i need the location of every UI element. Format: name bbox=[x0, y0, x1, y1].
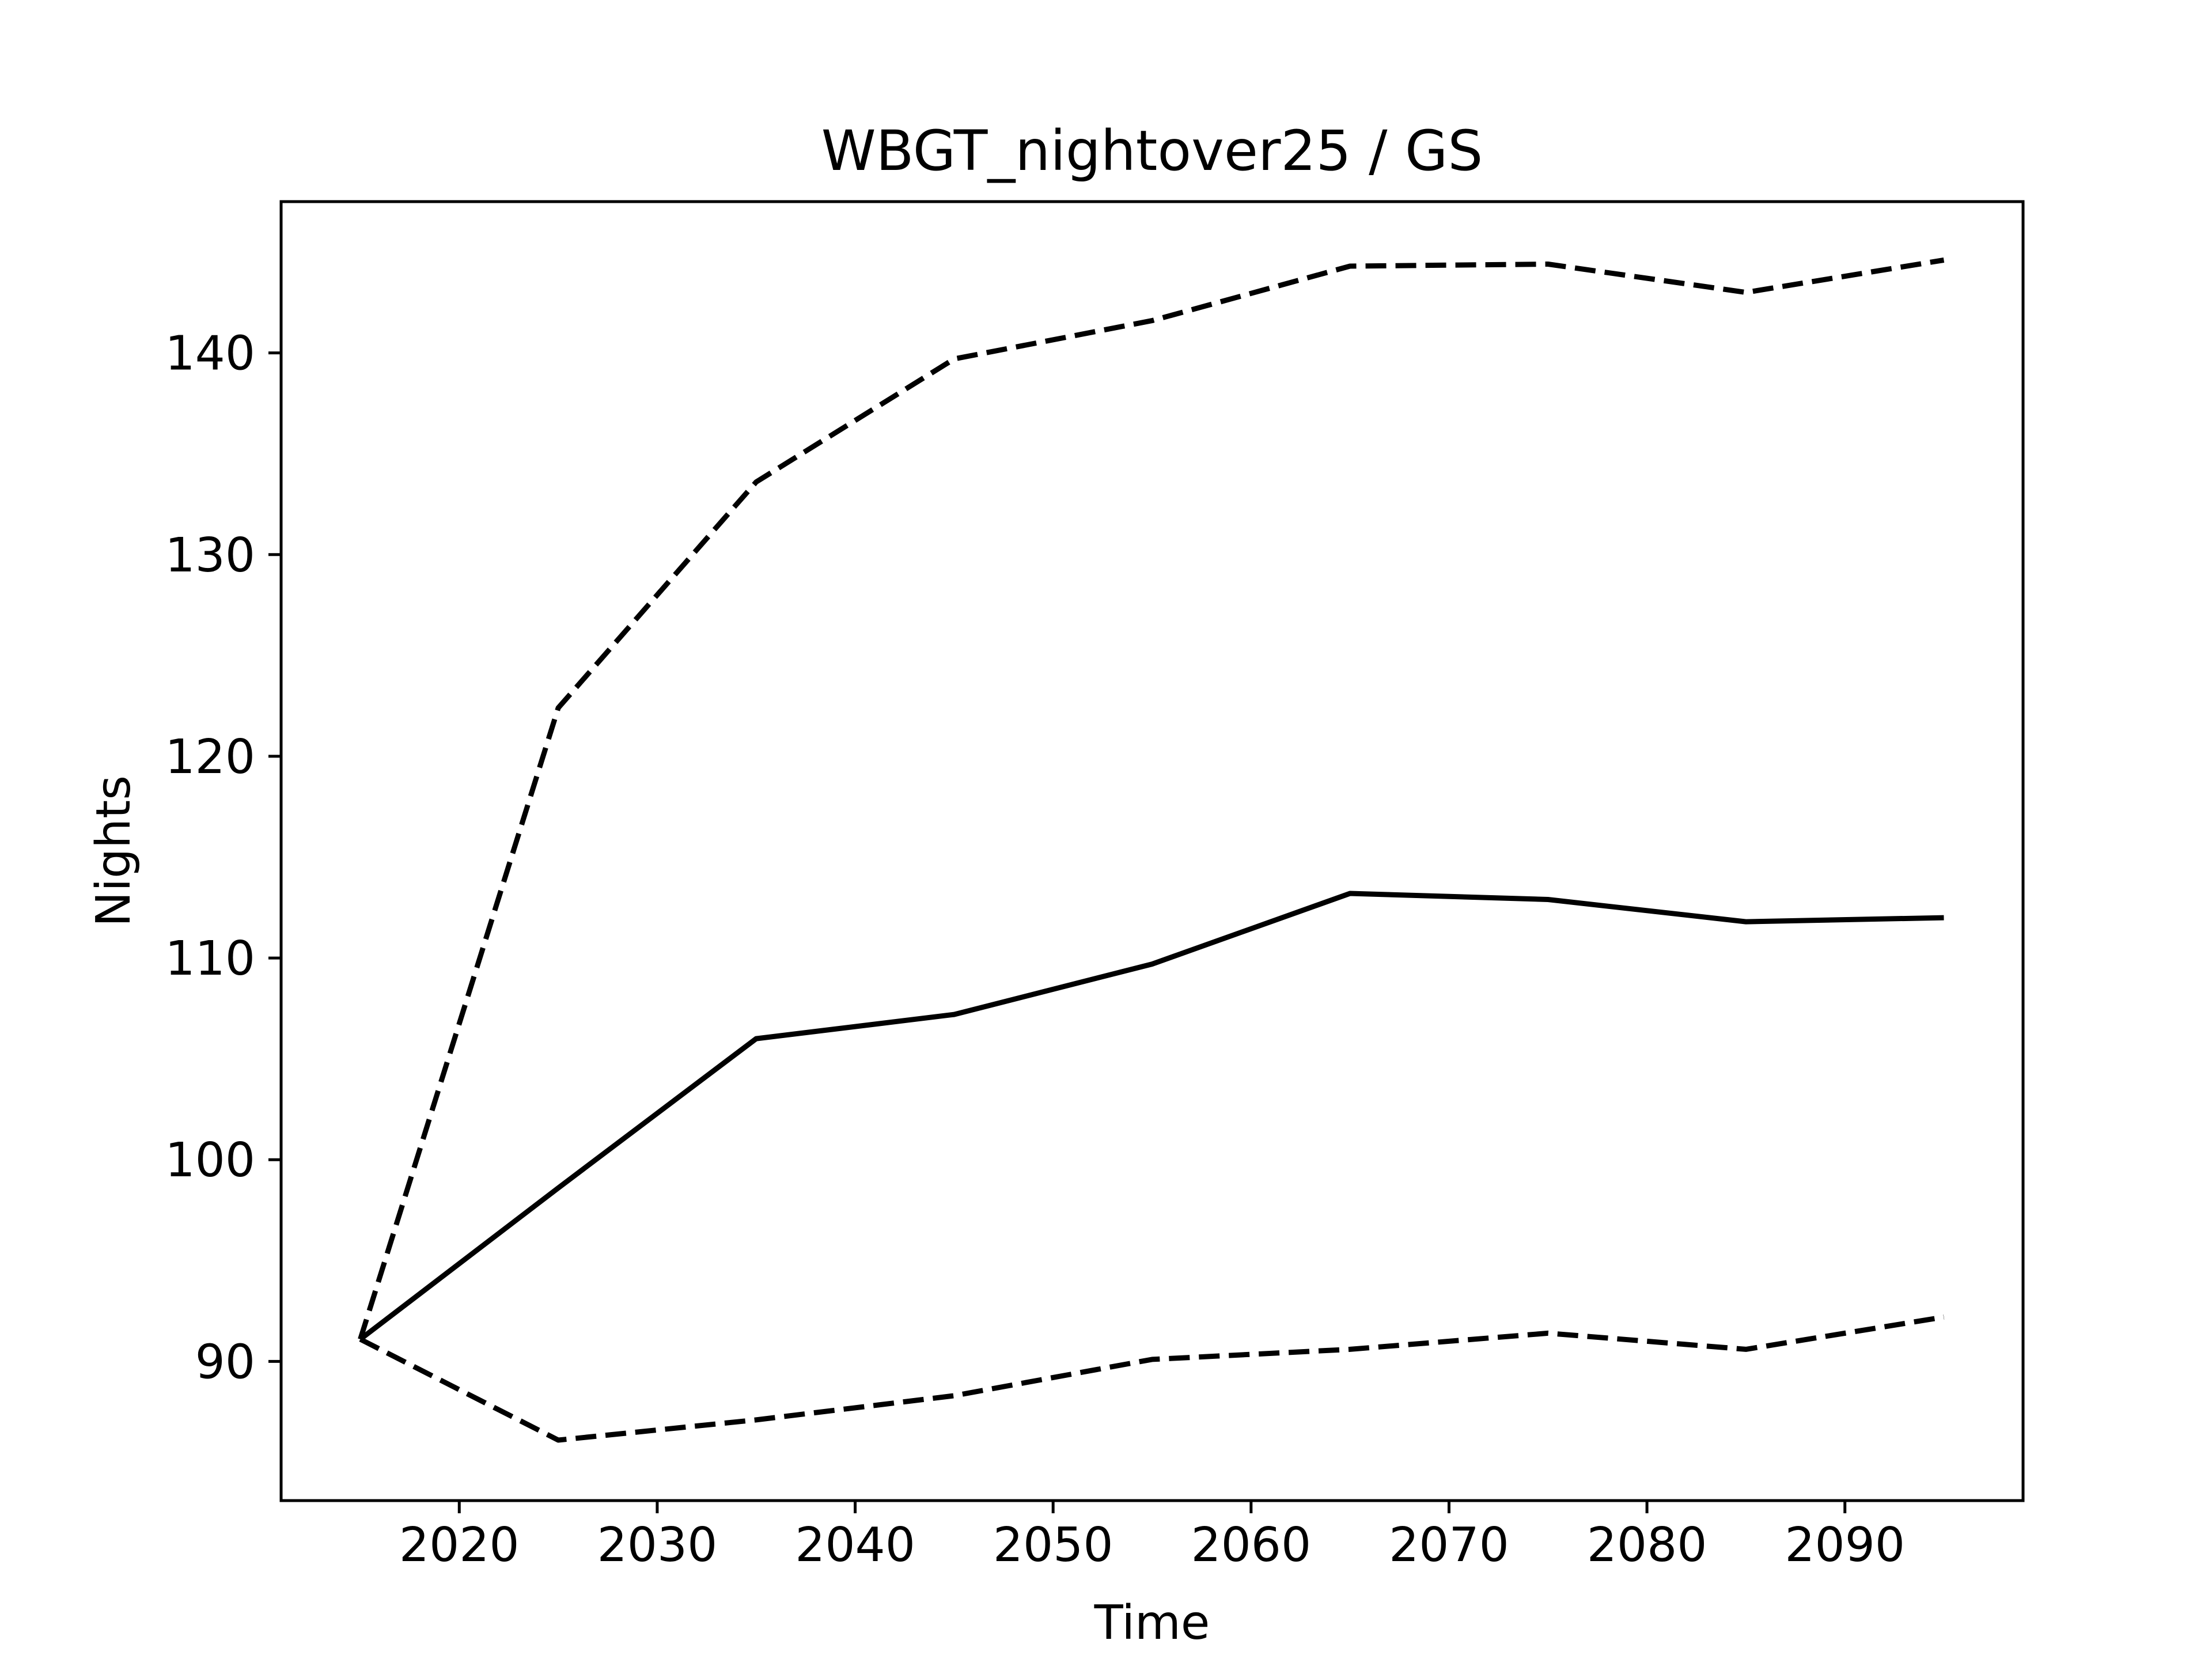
x-tick-label: 2050 bbox=[993, 1518, 1113, 1573]
y-tick-label: 110 bbox=[165, 931, 255, 986]
x-axis-ticks: 2020 2030 2040 2050 2060 2070 2080 2090 bbox=[399, 1501, 1905, 1573]
lower-dashed-series-line bbox=[359, 1314, 1945, 1443]
data-point bbox=[954, 1014, 955, 1015]
x-tick-label: 2090 bbox=[1785, 1518, 1905, 1573]
x-tick-label: 2020 bbox=[399, 1518, 520, 1573]
y-tick-label: 120 bbox=[165, 730, 255, 785]
upper-dashed-series bbox=[358, 257, 1945, 1340]
y-axis-ticks: 90 100 110 120 130 140 bbox=[165, 327, 281, 1389]
chart-title: WBGT_nightover25 / GS bbox=[821, 119, 1483, 183]
series-layer bbox=[358, 257, 1945, 1443]
x-tick-label: 2060 bbox=[1191, 1518, 1311, 1573]
median-series bbox=[358, 891, 1944, 1342]
x-axis-label: Time bbox=[1094, 1596, 1210, 1650]
y-tick-label: 130 bbox=[165, 528, 255, 583]
median-series-line bbox=[358, 891, 1944, 1342]
y-tick-label: 90 bbox=[195, 1335, 255, 1389]
y-tick-label: 140 bbox=[165, 327, 255, 381]
plot-area-frame bbox=[279, 200, 2025, 1502]
data-point bbox=[1745, 292, 1746, 293]
y-tick-label: 100 bbox=[165, 1133, 255, 1188]
x-tick-label: 2080 bbox=[1587, 1518, 1707, 1573]
data-point bbox=[1745, 1349, 1746, 1350]
x-tick-label: 2070 bbox=[1389, 1518, 1509, 1573]
x-tick-label: 2040 bbox=[795, 1518, 915, 1573]
data-point bbox=[1152, 320, 1153, 321]
data-point bbox=[558, 707, 559, 708]
lower-dashed-series bbox=[359, 1314, 1945, 1443]
y-axis-label: Nights bbox=[86, 775, 141, 927]
data-point bbox=[954, 1395, 955, 1396]
upper-dashed-series-line bbox=[358, 257, 1945, 1340]
x-tick-label: 2030 bbox=[597, 1518, 718, 1573]
